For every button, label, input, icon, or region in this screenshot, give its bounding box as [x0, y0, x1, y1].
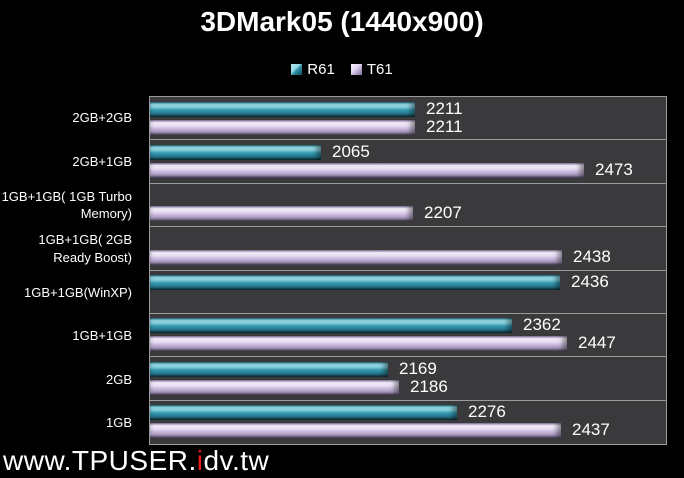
bar-r61 [150, 101, 415, 117]
bar-r61 [150, 405, 457, 421]
legend-label-t61: T61 [366, 61, 393, 78]
category-label: 1GB+1GB [72, 328, 132, 344]
category-row: 2362 2447 [150, 314, 666, 358]
category-label: 2GB [105, 371, 132, 387]
legend-label-r61: R61 [307, 61, 335, 78]
category-label: 2GB+1GB [72, 153, 132, 169]
category-label: 1GB+1GB( 2GB Ready Boost) [38, 232, 132, 265]
bar-t61 [150, 423, 561, 439]
watermark-prefix: www.TPUSER. [3, 445, 197, 476]
category-row: 2438 [150, 227, 666, 271]
category-row: 2436 [150, 271, 666, 314]
watermark: www.TPUSER.idv.tw [3, 445, 269, 477]
bar-value-label: 2065 [332, 141, 370, 161]
bar-r61 [150, 275, 560, 290]
bar-r61 [150, 144, 321, 160]
category-row: 2211 2211 [150, 97, 666, 141]
t61-series-swatch-icon [350, 64, 362, 75]
legend-item-r61: R61 [291, 61, 335, 78]
bar-t61 [150, 206, 413, 222]
bar-value-label: 2186 [410, 376, 448, 396]
r61-series-swatch-icon [291, 64, 303, 75]
category-row: 2065 2473 [150, 140, 666, 184]
legend-item-t61: T61 [350, 61, 393, 78]
bar-value-label: 2473 [595, 159, 633, 179]
category-row: 2169 2186 [150, 357, 666, 401]
category-axis: 2GB+2GB 2GB+1GB 1GB+1GB( 1GB Turbo Memory)… [0, 96, 141, 445]
bar-t61 [150, 336, 567, 352]
bar-value-label: 2169 [399, 358, 437, 378]
category-row: 2276 2437 [150, 401, 666, 444]
bar-r61 [150, 318, 512, 334]
watermark-suffix: dv.tw [203, 445, 270, 476]
bar-t61 [150, 249, 562, 265]
chart-title: 3DMark05 (1440x900) [200, 6, 484, 37]
bar-value-label: 2436 [571, 272, 609, 291]
bar-r61 [150, 361, 388, 377]
bar-t61 [150, 379, 399, 395]
bar-value-label: 2362 [523, 315, 561, 335]
bar-value-label: 2276 [468, 402, 506, 422]
category-label: 1GB+1GB( 1GB Turbo Memory) [1, 188, 132, 222]
bar-value-label: 2447 [578, 333, 616, 353]
bar-value-label: 2437 [572, 420, 610, 440]
bar-value-label: 2207 [424, 203, 462, 223]
category-label: 1GB [105, 415, 132, 431]
bar-t61 [150, 162, 584, 178]
legend: R61 T61 [0, 61, 684, 78]
category-label: 2GB+2GB [72, 110, 132, 126]
category-row: 2207 [150, 184, 666, 228]
bar-value-label: 2211 [426, 98, 463, 118]
bar-t61 [150, 119, 415, 135]
bar-value-label: 2438 [573, 246, 611, 266]
watermark-red-letter: i [196, 445, 204, 476]
category-label: 1GB+1GB(WinXP) [23, 284, 132, 300]
bar-value-label: 2211 [426, 116, 463, 136]
plot-area: 2211 2211 2065 2473 2207 2438 2436 2362 2447 2169… [149, 96, 667, 445]
